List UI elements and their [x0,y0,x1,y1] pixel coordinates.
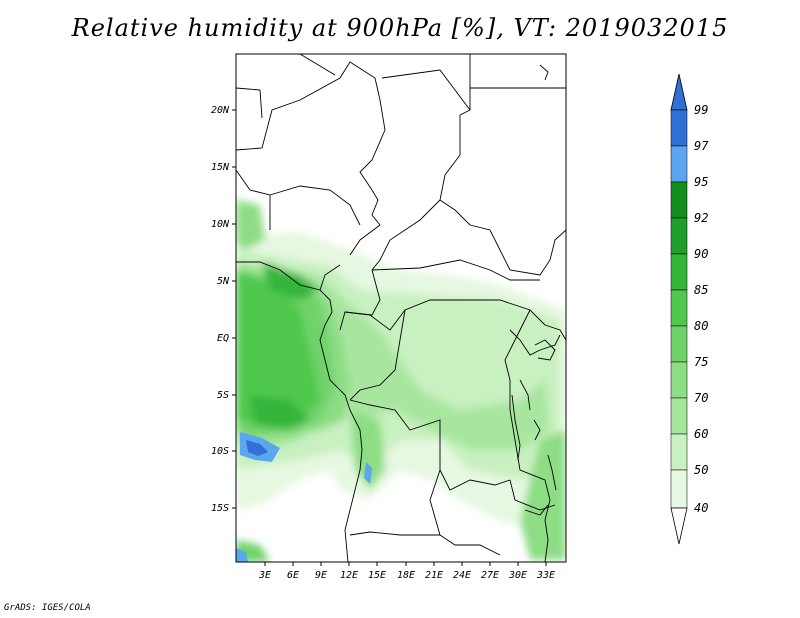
chart-title: Relative humidity at 900hPa [%], VT: 201… [71,14,729,42]
colorbar-label-50: 50 [694,463,708,477]
lon-label-21e: 21E [425,570,443,581]
lat-label-10n: 10N [211,219,230,230]
lat-label-5s: 5S [217,390,229,401]
lat-label-10s: 10S [211,446,229,457]
colorbar-label-70: 70 [694,391,708,405]
lat-label-15s: 15S [211,503,229,514]
lon-label-33e: 33E [536,570,555,581]
colorbar-label-40: 40 [694,501,708,515]
colorbar-label-95: 95 [694,175,708,189]
lon-label-12e: 12E [340,570,358,581]
colorbar-label-75: 75 [694,355,708,369]
lon-label-27e: 27E [481,570,499,581]
lat-label-15n: 15N [211,162,230,173]
colorbar-label-99: 99 [694,103,708,117]
colorbar-swatch-60 [670,433,688,471]
colorbar-label-60: 60 [694,427,708,441]
lon-label-6e: 6E [287,570,299,581]
colorbar-swatch-85 [670,289,688,327]
humidity-shading [236,200,566,562]
colorbar-label-92: 92 [694,211,708,225]
colorbar-label-85: 85 [694,283,708,297]
colorbar-swatch-80 [670,325,688,363]
lon-axis: 3E 6E 9E 12E 15E 18E 21E 24E 27E 30E 33E [258,562,555,581]
lat-label-20n: 20N [211,105,230,116]
colorbar-swatch-95 [670,181,688,219]
colorbar-swatch-50 [670,469,688,509]
colorbar-swatch-97 [670,145,688,183]
lon-label-30e: 30E [508,570,527,581]
country-borders [236,54,566,562]
colorbar-label-80: 80 [694,319,708,333]
lon-label-15e: 15E [368,570,386,581]
colorbar-swatch-70 [670,397,688,435]
lon-label-24e: 24E [453,570,471,581]
lon-label-9e: 9E [315,570,327,581]
lat-label-5n: 5N [217,276,230,287]
colorbar-label-97: 97 [694,139,709,153]
colorbar-swatch-99 [670,109,688,147]
colorbar-swatch-75 [670,361,688,399]
map-frame [235,53,567,563]
colorbar-swatch-90 [670,253,688,291]
grads-credit: GrADS: IGES/COLA [4,603,91,613]
lat-axis: 20N 15N 10N 5N EQ 5S 10S 15S [211,105,236,514]
colorbar-top-arrow [670,73,688,111]
lat-label-eq: EQ [217,333,229,344]
colorbar: 99 97 95 92 90 85 80 75 70 60 50 40 [670,73,709,545]
colorbar-swatch-92 [670,217,688,255]
colorbar-label-90: 90 [694,247,708,261]
colorbar-bottom-arrow [670,507,688,545]
lon-label-3e: 3E [258,570,271,581]
lon-label-18e: 18E [397,570,415,581]
